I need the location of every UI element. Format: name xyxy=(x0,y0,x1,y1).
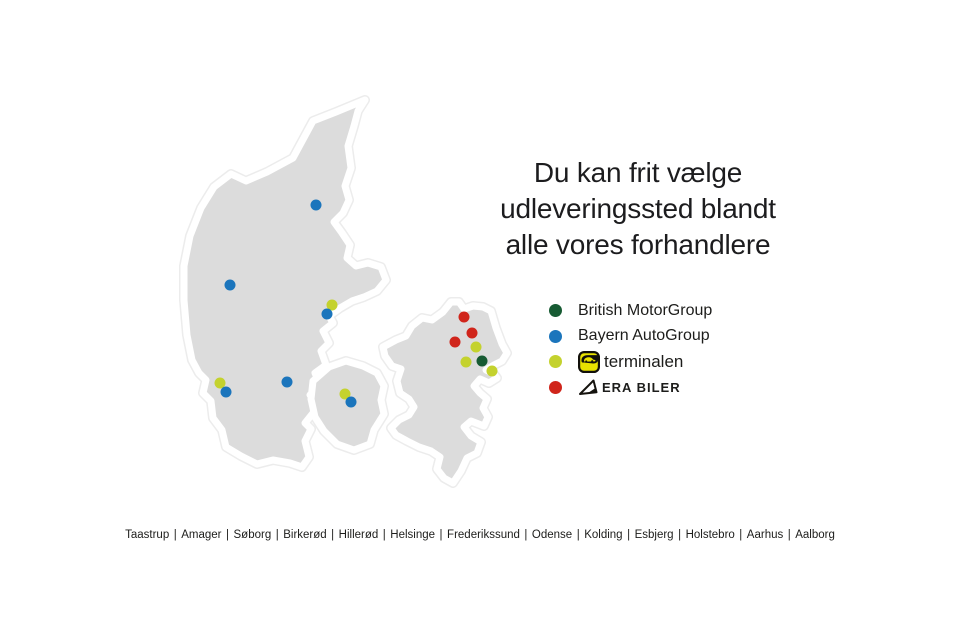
legend-label-era-biler: ERA BILER xyxy=(602,379,681,395)
legend-label-british-motorgroup: British MotorGroup xyxy=(578,301,713,319)
map-dot-terminalen xyxy=(460,356,472,368)
bayern-autogroup-dot-icon xyxy=(549,329,562,343)
city-name: Taastrup xyxy=(125,529,170,541)
legend-item-british-motorgroup: British MotorGroup xyxy=(549,298,712,324)
map-dot-bayern-autogroup xyxy=(281,376,293,388)
british-motorgroup-dot-icon xyxy=(549,304,562,318)
city-separator: | xyxy=(678,529,682,541)
map-dot-bayern-autogroup xyxy=(224,279,236,291)
city-separator: | xyxy=(576,529,580,541)
city-name: Hillerød xyxy=(338,529,379,541)
map-dot-british-motorgroup xyxy=(476,355,488,367)
legend-item-era-biler: ERA BILER xyxy=(549,375,712,401)
city-separator: | xyxy=(382,529,386,541)
city-name: Esbjerg xyxy=(634,529,674,541)
city-separator: | xyxy=(275,529,279,541)
map-dot-era-biler xyxy=(458,311,470,323)
era-biler-logo-icon xyxy=(579,379,598,395)
legend-item-terminalen: terminalen xyxy=(549,349,712,375)
terminalen-dot-icon xyxy=(549,355,562,369)
headline-line-3: alle vores forhandlere xyxy=(505,229,771,260)
city-name: Amager xyxy=(181,529,222,541)
terminalen-logo-icon xyxy=(578,350,600,373)
map-dot-bayern-autogroup xyxy=(220,386,232,398)
city-name: Odense xyxy=(531,529,573,541)
legend-item-bayern-autogroup: Bayern AutoGroup xyxy=(549,324,712,350)
city-separator: | xyxy=(439,529,443,541)
map-dot-terminalen xyxy=(470,341,482,353)
city-separator: | xyxy=(627,529,631,541)
city-name: Aalborg xyxy=(795,529,835,541)
city-name: Helsinge xyxy=(390,529,436,541)
map-dot-terminalen xyxy=(339,388,351,400)
map-dot-era-biler xyxy=(449,336,461,348)
city-name: Birkerød xyxy=(283,529,327,541)
city-separator: | xyxy=(739,529,743,541)
era-biler-dot-icon xyxy=(549,380,562,394)
city-separator: | xyxy=(331,529,335,541)
headline-line-2: udleveringssted blandt xyxy=(500,193,776,224)
city-separator: | xyxy=(173,529,177,541)
headline-line-1: Du kan frit vælge xyxy=(533,157,743,188)
city-name: Holstebro xyxy=(685,529,735,541)
map-dot-terminalen xyxy=(214,377,226,389)
zealand-land xyxy=(379,298,511,487)
legend-label-bayern-autogroup: Bayern AutoGroup xyxy=(578,327,710,345)
city-name: Aarhus xyxy=(746,529,784,541)
city-list: Taastrup | Amager | Søborg | Birkerød | Hillerød… xyxy=(0,529,960,541)
legend-label-terminalen: terminalen xyxy=(604,351,684,371)
map-dot-bayern-autogroup xyxy=(310,199,322,211)
city-name: Søborg xyxy=(233,529,272,541)
map-dot-terminalen xyxy=(326,299,338,311)
map-dot-terminalen xyxy=(486,365,498,377)
dealer-dots-layer xyxy=(214,199,498,408)
map-dot-bayern-autogroup xyxy=(345,396,357,408)
headline: Du kan frit vælge udleveringssted blandt… xyxy=(452,155,824,263)
city-separator: | xyxy=(787,529,791,541)
city-name: Frederikssund xyxy=(447,529,520,541)
city-separator: | xyxy=(524,529,528,541)
legend: British MotorGroup Bayern AutoGroup term… xyxy=(549,298,712,400)
city-separator: | xyxy=(226,529,229,541)
map-dot-era-biler xyxy=(466,327,478,339)
city-name: Kolding xyxy=(584,529,623,541)
map-dot-bayern-autogroup xyxy=(321,308,333,320)
